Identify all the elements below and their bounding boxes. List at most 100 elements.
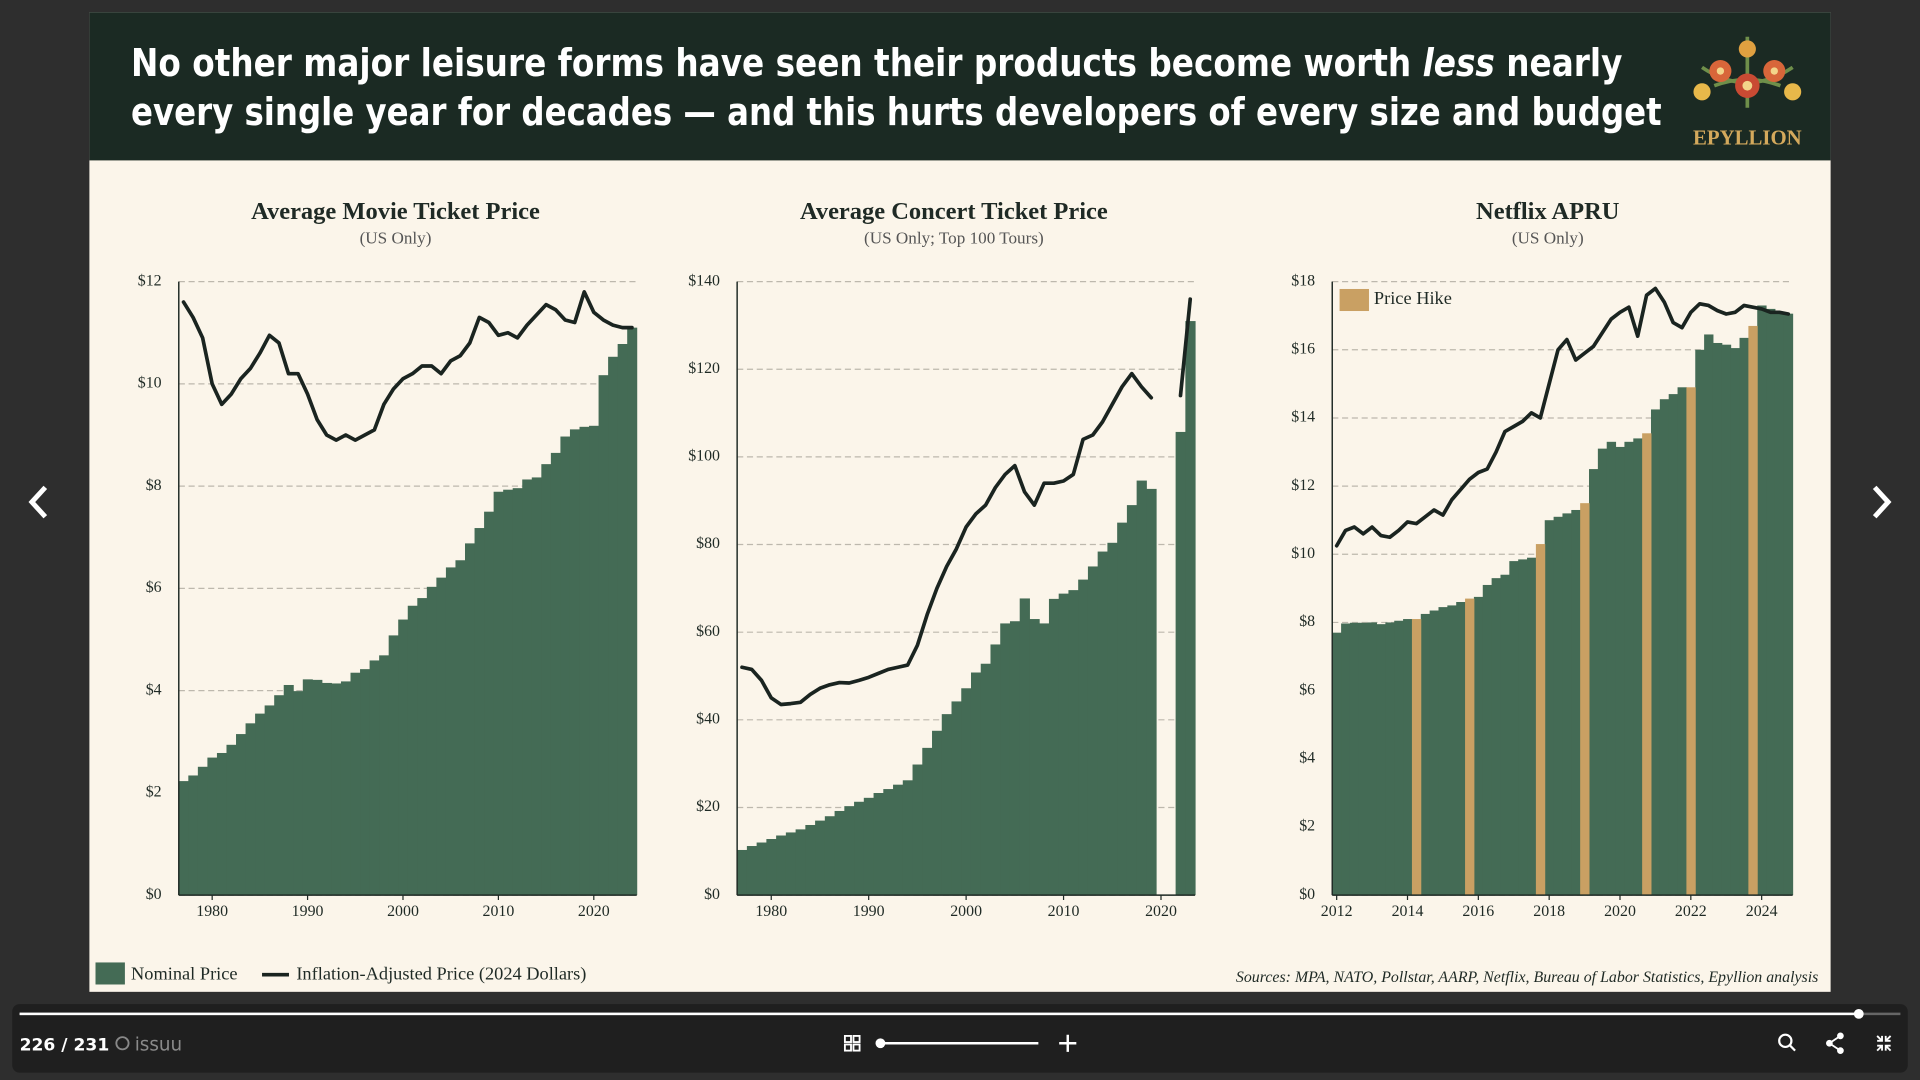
- bar: [1097, 551, 1108, 896]
- y-tick-label: $60: [696, 623, 720, 640]
- bar: [1615, 446, 1625, 896]
- bar: [1367, 622, 1378, 896]
- fullscreen-button[interactable]: [1876, 1035, 1892, 1052]
- x-tick-label: 2010: [1048, 903, 1080, 920]
- bar: [331, 683, 342, 896]
- bar: [951, 701, 962, 896]
- bar: [598, 375, 609, 896]
- brand[interactable]: issuu: [135, 1035, 183, 1056]
- bar: [236, 734, 247, 896]
- bar: [912, 764, 923, 896]
- bar: [1774, 312, 1785, 896]
- bar: [1562, 513, 1572, 896]
- bar: [550, 452, 561, 896]
- bar: [1757, 305, 1767, 896]
- bar: [1482, 584, 1493, 896]
- bar: [283, 684, 294, 896]
- bar: [776, 835, 787, 896]
- bar: [1117, 522, 1128, 896]
- y-tick-label: $80: [696, 535, 720, 552]
- y-tick-label: $6: [146, 579, 162, 596]
- bar: [426, 586, 437, 896]
- bar: [1633, 438, 1643, 896]
- bar: [1624, 441, 1634, 896]
- x-tick-label: 2022: [1675, 903, 1707, 920]
- bar: [1029, 619, 1040, 896]
- bar: [873, 793, 884, 896]
- x-tick-label: 2012: [1321, 903, 1353, 920]
- bar: [388, 635, 399, 896]
- previous-page[interactable]: [28, 485, 48, 519]
- y-tick-label: $12: [1291, 477, 1315, 494]
- zoom-in-button[interactable]: [1059, 1034, 1077, 1052]
- bar: [1376, 624, 1386, 896]
- x-tick-label: 2018: [1533, 903, 1565, 920]
- bar: [1606, 441, 1617, 896]
- bar: [312, 679, 323, 896]
- bar: [617, 344, 628, 896]
- bar: [1642, 433, 1652, 896]
- bar: [922, 747, 933, 896]
- bar: [360, 669, 371, 896]
- bar: [1185, 321, 1196, 896]
- bar: [941, 714, 952, 896]
- bar: [1500, 574, 1510, 896]
- logo: EPYLLION: [1693, 36, 1802, 149]
- bar: [274, 695, 285, 896]
- bar: [815, 820, 826, 896]
- progress-knob[interactable]: [1853, 1008, 1864, 1019]
- bar: [854, 801, 865, 896]
- x-tick-label: 1990: [292, 903, 324, 920]
- bar: [178, 781, 189, 896]
- grid-view-button[interactable]: [843, 1035, 861, 1052]
- bar: [1589, 469, 1599, 896]
- x-tick-label: 2000: [950, 903, 982, 920]
- bar: [1019, 598, 1030, 896]
- bar: [1385, 622, 1395, 896]
- search-button[interactable]: [1778, 1033, 1796, 1052]
- bar: [1087, 566, 1099, 896]
- y-tick-label: $14: [1291, 409, 1315, 426]
- bar: [407, 605, 418, 896]
- share-button[interactable]: [1826, 1032, 1844, 1054]
- bar: [1473, 596, 1484, 896]
- bar: [340, 681, 352, 896]
- y-tick-label: $2: [1299, 818, 1315, 835]
- bar: [1597, 448, 1608, 896]
- bar: [216, 752, 227, 896]
- next-page[interactable]: [1872, 485, 1892, 519]
- y-tick-label: $10: [138, 375, 162, 392]
- bar: [1730, 348, 1741, 896]
- y-tick-label: $0: [1299, 886, 1315, 903]
- x-tick-label: 2024: [1746, 903, 1778, 920]
- bar: [1783, 313, 1794, 896]
- x-tick-label: 2016: [1462, 903, 1494, 920]
- y-tick-label: $20: [696, 798, 720, 815]
- bar: [379, 655, 390, 896]
- y-tick-label: $4: [1299, 749, 1315, 766]
- bar: [1394, 620, 1404, 896]
- y-tick-label: $8: [1299, 613, 1315, 630]
- bar: [226, 744, 237, 896]
- bar: [264, 705, 275, 896]
- x-tick-label: 2020: [1604, 903, 1636, 920]
- bar: [293, 691, 304, 896]
- bar: [255, 713, 266, 896]
- bar: [805, 824, 816, 896]
- zoom-knob[interactable]: [875, 1038, 886, 1049]
- bar: [1721, 344, 1732, 896]
- bar: [1429, 610, 1439, 896]
- bar: [484, 511, 495, 896]
- page-indicator: 226 / 231: [20, 1036, 110, 1056]
- bar: [197, 766, 208, 896]
- bar: [863, 797, 875, 896]
- bar: [1058, 593, 1069, 896]
- bar: [1126, 505, 1138, 896]
- bar: [1677, 387, 1687, 896]
- y-tick-label: $12: [138, 272, 162, 289]
- bar: [766, 839, 777, 896]
- bar: [436, 577, 447, 896]
- bar: [589, 425, 600, 896]
- bar: [302, 679, 313, 896]
- bar: [990, 644, 1001, 896]
